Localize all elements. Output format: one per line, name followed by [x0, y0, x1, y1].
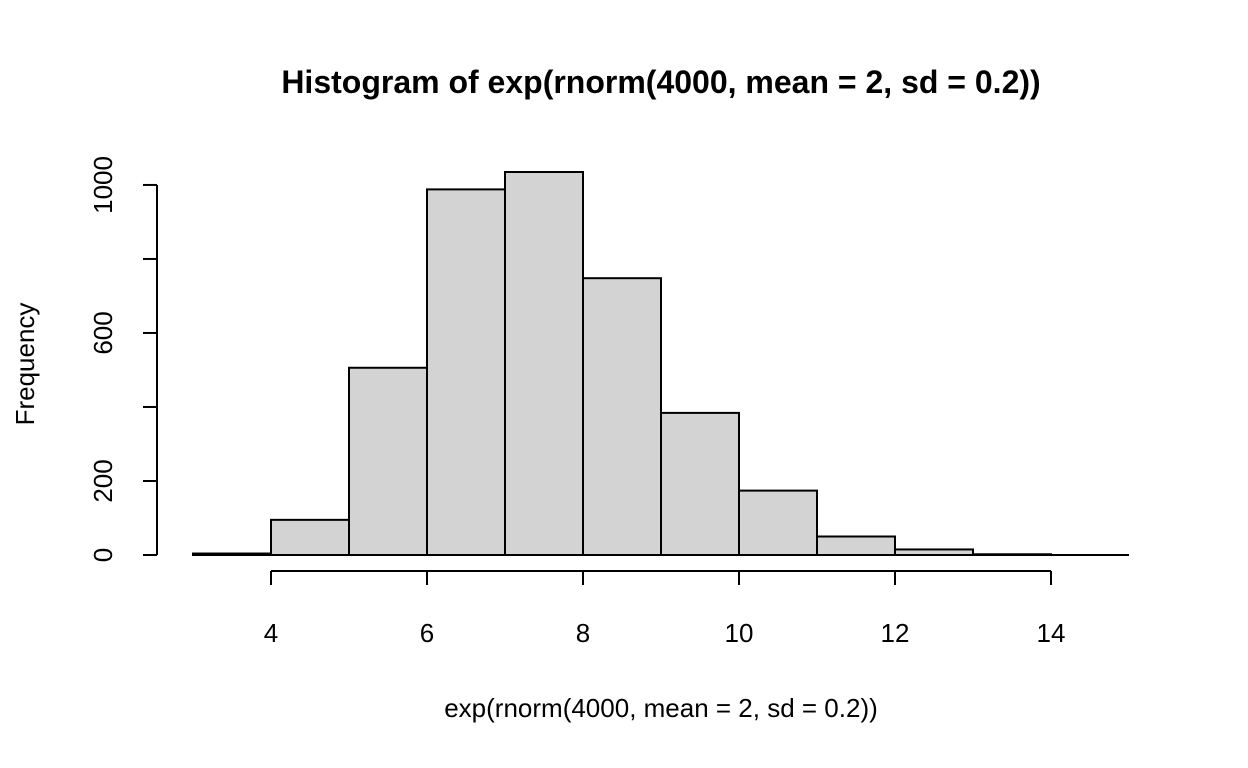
y-tick-label: 200	[88, 459, 118, 502]
histogram-bar	[816, 535, 896, 556]
chart-title: Histogram of exp(rnorm(4000, mean = 2, s…	[281, 64, 1040, 100]
x-tick-label: 14	[1037, 618, 1066, 648]
y-axis: 0 200 600 1000	[88, 156, 158, 562]
x-tick-label: 8	[576, 618, 590, 648]
histogram-bar	[660, 411, 740, 556]
histogram-bar	[270, 518, 350, 556]
x-tick-label: 4	[264, 618, 278, 648]
x-axis: 4 6 8 10 12 14	[264, 570, 1066, 648]
y-tick-label: 1000	[88, 156, 118, 214]
histogram-bar	[738, 489, 818, 556]
histogram-bar	[504, 171, 584, 556]
histogram-bar	[348, 366, 428, 557]
x-tick-label: 6	[420, 618, 434, 648]
x-tick-label: 12	[881, 618, 910, 648]
x-axis-label: exp(rnorm(4000, mean = 2, sd = 0.2))	[444, 693, 878, 723]
histogram-bar	[426, 188, 506, 556]
bars-group	[192, 171, 1052, 557]
y-axis-label: Frequency	[10, 303, 40, 426]
y-tick-label: 0	[88, 548, 118, 562]
histogram-bar	[582, 277, 662, 556]
y-tick-label: 600	[88, 311, 118, 354]
x-tick-label: 10	[725, 618, 754, 648]
